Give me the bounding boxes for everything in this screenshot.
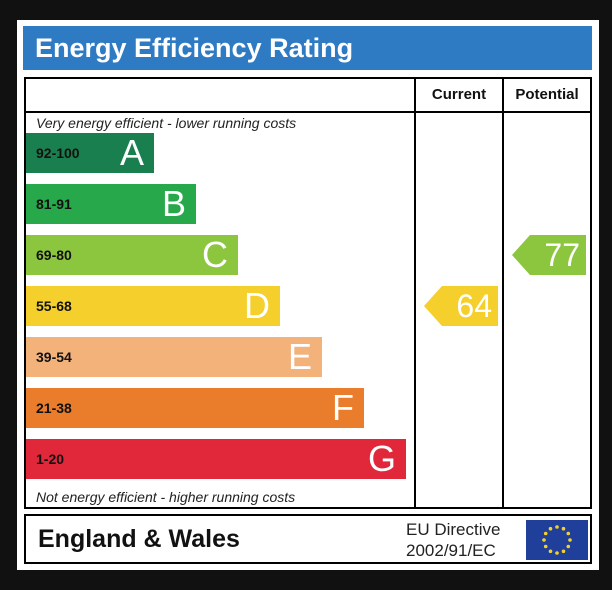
eu-star — [542, 538, 546, 542]
potential-rating-value: 77 — [544, 237, 580, 273]
bottom-note: Not energy efficient - higher running co… — [36, 489, 296, 505]
eu-star — [543, 531, 548, 536]
band-range: 55-68 — [36, 298, 72, 314]
footer: England & Wales EU Directive 2002/91/EC — [24, 514, 592, 564]
eu-star — [543, 544, 548, 549]
band-b: 81-91 B — [26, 184, 196, 224]
potential-rating-arrow: 77 — [512, 235, 586, 275]
current-column-header: Current — [431, 86, 487, 103]
arrow-shape — [424, 286, 498, 326]
band-range: 81-91 — [36, 196, 72, 212]
top-note: Very energy efficient - lower running co… — [36, 115, 297, 131]
band-letter: B — [161, 183, 186, 224]
eu-star — [561, 526, 566, 531]
rating-table: Current Potential Very energy efficient … — [24, 77, 592, 509]
band-letter: C — [202, 234, 228, 275]
eu-stars — [542, 525, 572, 555]
band-g: 1-20 G — [26, 439, 406, 479]
band-letter: E — [287, 336, 312, 377]
band-c: 69-80 C — [26, 235, 238, 275]
current-column-divider — [414, 79, 416, 507]
band-range: 92-100 — [36, 145, 80, 161]
header-divider — [26, 111, 590, 113]
potential-column-header: Potential — [515, 86, 579, 103]
energy-rating-chart: Energy Efficiency Rating Current Potenti… — [17, 20, 599, 570]
arrow-fill — [424, 286, 498, 326]
current-rating-value: 64 — [456, 288, 492, 324]
band-letter: A — [119, 132, 144, 173]
band-d: 55-68 D — [26, 286, 280, 326]
eu-flag-icon — [526, 520, 588, 560]
band-range: 1-20 — [36, 451, 65, 467]
eu-star — [561, 549, 566, 554]
eu-star — [548, 549, 553, 554]
eu-star — [568, 538, 572, 542]
band-f: 21-38 F — [26, 388, 364, 428]
band-letter: D — [244, 285, 270, 326]
current-rating-arrow: 64 — [424, 286, 498, 326]
band-letter: G — [367, 438, 396, 479]
band-range: 21-38 — [36, 400, 72, 416]
eu-star — [566, 544, 571, 549]
eu-star — [566, 531, 571, 536]
band-letter: F — [332, 387, 354, 428]
band-range: 39-54 — [36, 349, 72, 365]
band-e: 39-54 E — [26, 337, 322, 377]
eu-star — [555, 551, 559, 555]
eu-star — [555, 525, 559, 529]
directive-line-1: EU Directive — [406, 520, 501, 539]
directive-line-2: 2002/91/EC — [406, 541, 496, 560]
arrow-fill — [512, 235, 586, 275]
eu-star — [548, 526, 553, 531]
region-label: England & Wales — [38, 525, 240, 553]
arrow-shape — [512, 235, 586, 275]
band-range: 69-80 — [36, 247, 72, 263]
eu-directive: EU Directive 2002/91/EC — [406, 519, 526, 561]
potential-column-divider — [502, 79, 504, 507]
chart-title: Energy Efficiency Rating — [23, 26, 592, 70]
band-a: 92-100 A — [26, 133, 154, 173]
